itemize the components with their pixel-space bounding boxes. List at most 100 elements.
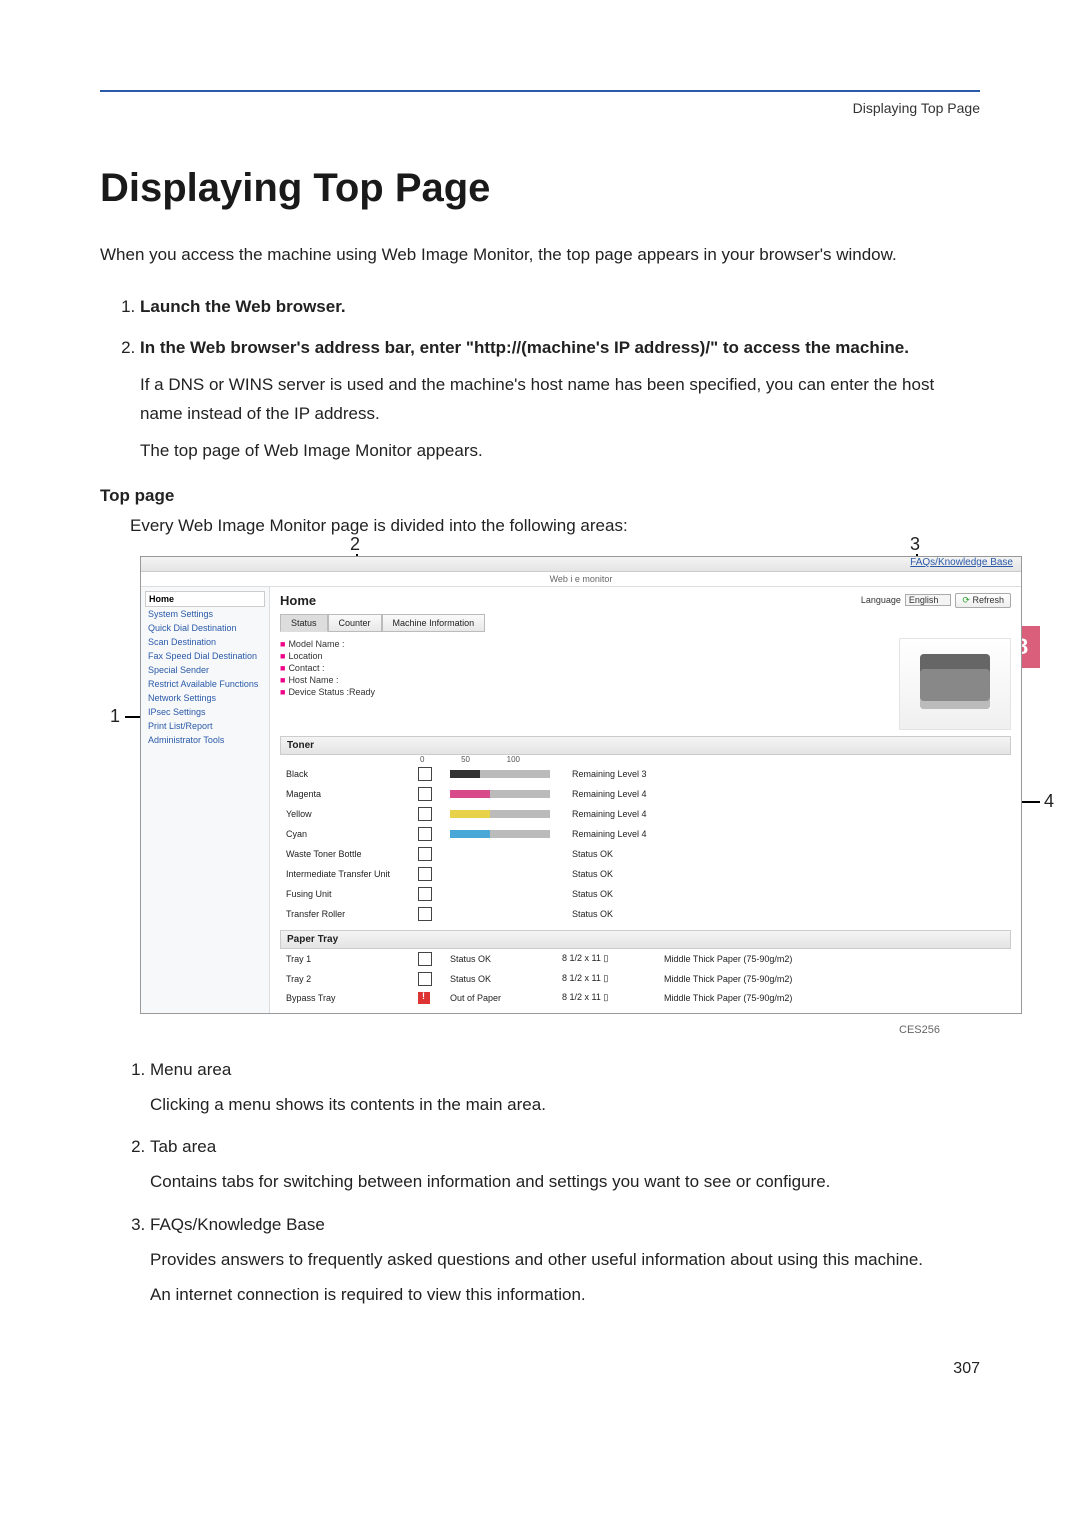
toner-name: Waste Toner Bottle [280,844,412,864]
top-page-desc: Every Web Image Monitor page is divided … [130,516,980,536]
tabs: Status Counter Machine Information [280,614,1011,632]
toner-bar [444,864,566,884]
paper-size: 8 1/2 x 11 ▯ [556,949,658,969]
toner-status: Status OK [566,844,1011,864]
sidebar: Home System Settings Quick Dial Destinat… [141,587,270,1013]
refresh-button[interactable]: ⟳ Refresh [955,593,1011,608]
faq-link[interactable]: FAQs/Knowledge Base [910,557,1013,568]
info-contact-label: Contact [288,663,319,673]
paper-size: 8 1/2 x 11 ▯ [556,989,658,1007]
sidebar-item-ipsec[interactable]: IPsec Settings [145,705,265,719]
toner-bar [444,784,566,804]
paper-icon [412,989,444,1007]
annot-1: Menu area Clicking a menu shows its cont… [150,1056,980,1120]
callout-3: 3 [910,534,920,555]
window-chrome: FAQs/Knowledge Base [141,557,1021,572]
info-location-label: Location [288,651,322,661]
paper-tray-name: Tray 2 [280,969,412,989]
screenshot-figure: 8 1 2 3 4 FAQs/Knowledge Base Web i e mo… [140,556,980,1014]
sidebar-item-fax[interactable]: Fax Speed Dial Destination [145,649,265,663]
paper-status: Status OK [444,969,556,989]
toner-bar [444,804,566,824]
tab-counter[interactable]: Counter [328,614,382,632]
toner-scale: 0 50 100 [420,755,520,764]
sidebar-item-home[interactable]: Home [145,591,265,607]
toner-icon [412,784,444,804]
toner-status: Remaining Level 4 [566,804,1011,824]
callout-4: 4 [1044,791,1054,812]
step-2-title: In the Web browser's address bar, enter … [140,338,909,357]
toner-icon [412,804,444,824]
step-2: In the Web browser's address bar, enter … [140,334,980,466]
machine-info: ■Model Name : ■Location ■Contact : ■Host… [280,638,375,698]
toner-name: Yellow [280,804,412,824]
toner-row: BlackRemaining Level 3 [280,764,1011,784]
figure-code: CES256 [100,1024,940,1036]
toner-status: Status OK [566,904,1011,924]
running-header: Displaying Top Page [100,100,980,116]
toner-icon [412,824,444,844]
info-host-value: : [336,675,339,685]
paper-row: Bypass Tray Out of Paper8 1/2 x 11 ▯Middl… [280,989,1011,1007]
annotations-list: Menu area Clicking a menu shows its cont… [100,1056,980,1310]
scale-50: 50 [461,755,470,764]
toner-panel-title: Toner [280,736,1011,755]
sidebar-item-network[interactable]: Network Settings [145,691,265,705]
sidebar-item-sender[interactable]: Special Sender [145,663,265,677]
sidebar-item-restrict[interactable]: Restrict Available Functions [145,677,265,691]
paper-type: Middle Thick Paper (75-90g/m2) [658,989,1011,1007]
refresh-icon: ⟳ [962,595,970,605]
sidebar-item-admin[interactable]: Administrator Tools [145,733,265,747]
toner-row: Waste Toner Bottle Status OK [280,844,1011,864]
toner-name: Intermediate Transfer Unit [280,864,412,884]
sidebar-item-printlist[interactable]: Print List/Report [145,719,265,733]
annot-3-body: Provides answers to frequently asked que… [150,1246,980,1275]
toner-name: Black [280,764,412,784]
page-title: Displaying Top Page [100,166,980,211]
scale-100: 100 [507,755,520,764]
paper-panel-title: Paper Tray [280,930,1011,949]
callout-2: 2 [350,534,360,555]
annot-2-title: Tab area [150,1137,216,1156]
paper-tray-name: Tray 1 [280,949,412,969]
tab-machineinfo[interactable]: Machine Information [382,614,486,632]
top-page-heading: Top page [100,486,980,506]
toner-row: Fusing UnitStatus OK [280,884,1011,904]
step-2-para-2: The top page of Web Image Monitor appear… [140,437,980,466]
screenshot: FAQs/Knowledge Base Web i e monitor Home… [140,556,1022,1014]
step-2-para-1: If a DNS or WINS server is used and the … [140,371,980,429]
device-illustration [899,638,1011,730]
toner-icon [412,864,444,884]
step-1-title: Launch the Web browser. [140,297,346,316]
paper-icon [412,969,444,989]
sidebar-item-system[interactable]: System Settings [145,607,265,621]
toner-name: Magenta [280,784,412,804]
info-model-label: Model Name [288,639,339,649]
paper-type: Middle Thick Paper (75-90g/m2) [658,969,1011,989]
toner-bar [444,844,566,864]
toner-bar [444,884,566,904]
toner-icon [412,904,444,924]
language-select[interactable]: English [905,594,952,606]
info-contact-value: : [322,663,325,673]
info-host-label: Host Name [288,675,333,685]
paper-status: Out of Paper [444,989,556,1007]
callout-1: 1 [110,706,120,727]
info-model-value: : [342,639,345,649]
toner-name: Cyan [280,824,412,844]
paper-status: Status OK [444,949,556,969]
callout-4-line [1020,801,1040,803]
sidebar-item-quickdial[interactable]: Quick Dial Destination [145,621,265,635]
paper-table: Tray 1Status OK8 1/2 x 11 ▯Middle Thick … [280,949,1011,1007]
toner-bar [444,824,566,844]
paper-row: Tray 1Status OK8 1/2 x 11 ▯Middle Thick … [280,949,1011,969]
refresh-label: Refresh [972,595,1004,605]
header-rule [100,90,980,92]
tab-status[interactable]: Status [280,614,328,632]
toner-status: Remaining Level 4 [566,824,1011,844]
paper-tray-name: Bypass Tray [280,989,412,1007]
toner-status: Status OK [566,864,1011,884]
toner-bar [444,904,566,924]
toner-name: Transfer Roller [280,904,412,924]
sidebar-item-scan[interactable]: Scan Destination [145,635,265,649]
